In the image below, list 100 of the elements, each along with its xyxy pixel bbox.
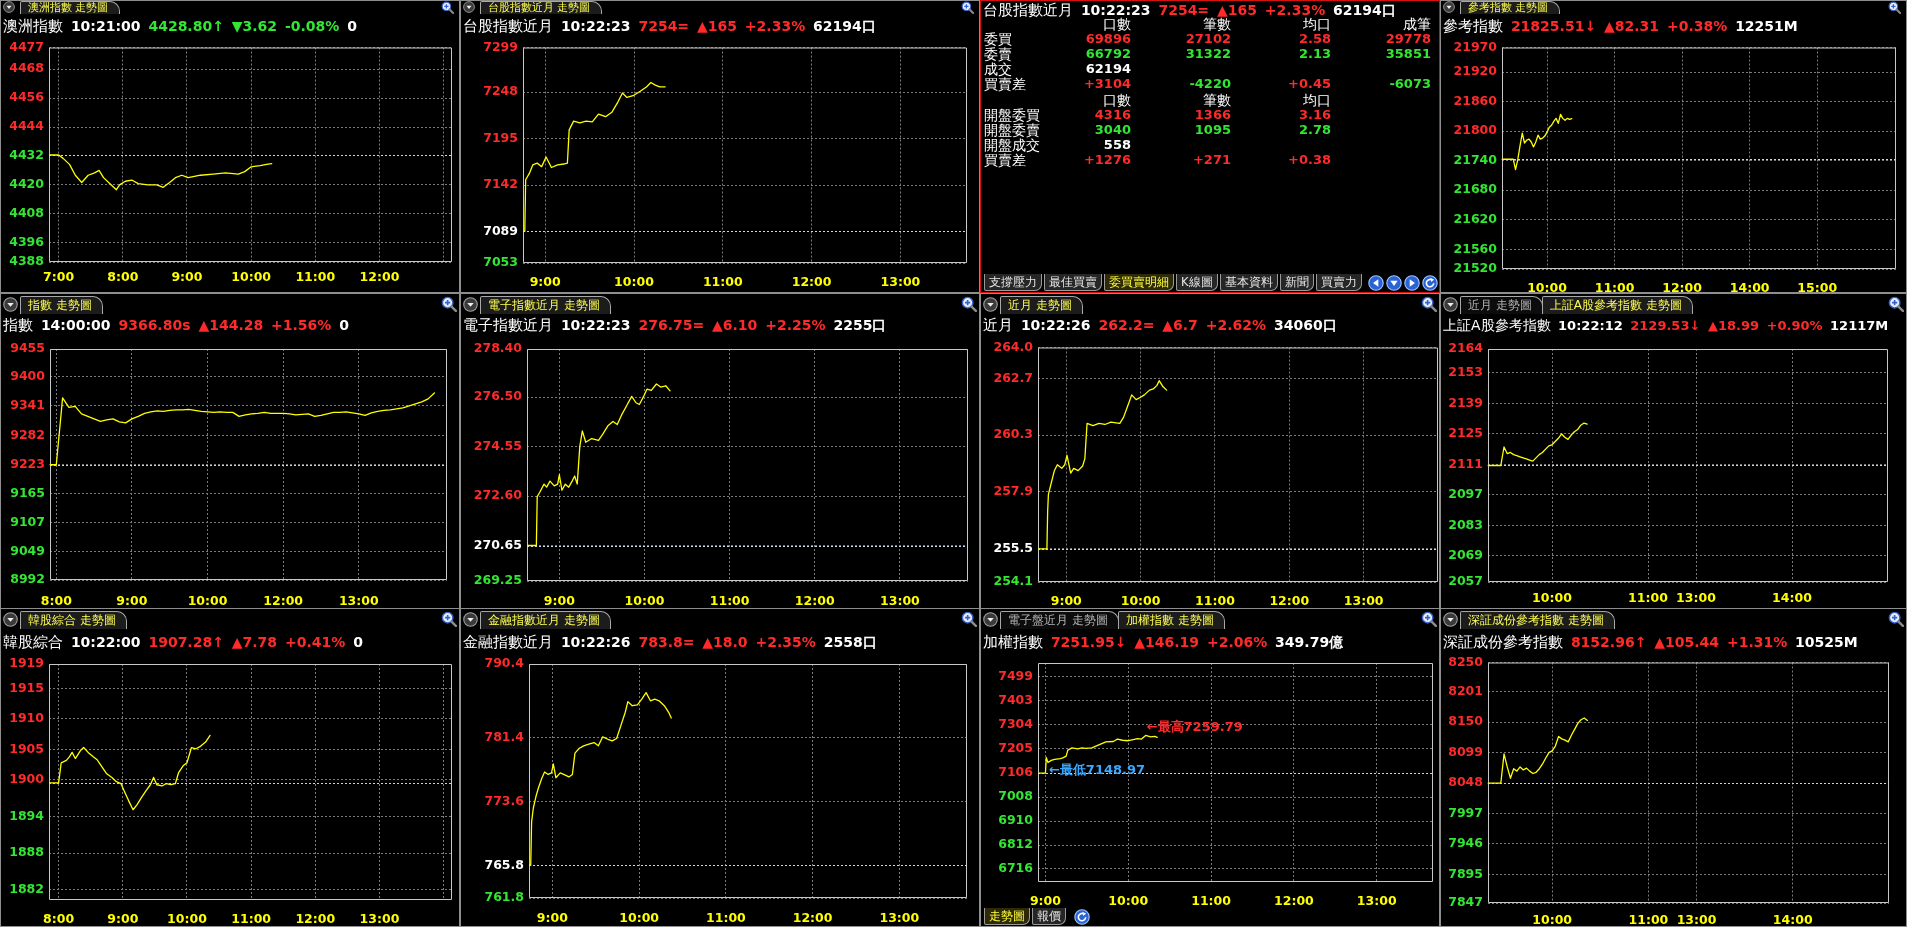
y-tick-label: 1900: [9, 771, 45, 787]
x-tick-label: 9:00: [1029, 892, 1062, 908]
y-tick-label: 790.4: [484, 655, 525, 671]
text: 電子盤近月 走勢圖: [1000, 611, 1119, 629]
chart-subtitle: 金融指數近月 10:22:26 783.8= ▲18.0 +2.35% 2558口: [463, 633, 877, 651]
x-tick-label: 12:00: [295, 910, 336, 926]
chart-title: 加權指數 走勢圖: [1117, 611, 1225, 629]
y-tick-label: 8150: [1448, 713, 1484, 729]
chart-subtitle: 近月 10:22:26 262.2= ▲6.7 +2.62% 34060口: [983, 316, 1337, 334]
chart-title: 深証成份參考指數 走勢圖: [1460, 611, 1615, 629]
x-tick-label: 9:00: [1050, 592, 1083, 608]
chart-title: 近月 走勢圖: [1000, 296, 1083, 314]
y-tick-label: 8201: [1448, 682, 1483, 698]
y-tick-label: 7089: [483, 222, 518, 238]
y-tick-label: 2139: [1448, 394, 1483, 410]
y-tick-label: 1915: [9, 679, 44, 695]
y-tick-label: 8099: [1448, 743, 1483, 759]
x-tick-label: 11:00: [295, 268, 336, 284]
x-tick-label: 13:00: [879, 592, 921, 608]
x-tick-label: 13:00: [1356, 892, 1397, 908]
text: 基本資料: [1219, 274, 1278, 291]
x-tick-label: 12:00: [359, 268, 400, 284]
x-tick-label: 11:00: [702, 273, 743, 289]
chart-subtitle: 上証A股參考指數 10:22:12 2129.53↓ ▲18.99 +0.90% 12117M: [1443, 317, 1889, 333]
y-tick-label: 7053: [483, 254, 518, 270]
y-tick-label: 6716: [998, 860, 1034, 876]
text: 近月 走勢圖: [1460, 296, 1543, 314]
y-tick-label: 4388: [9, 253, 44, 269]
text: 新聞: [1279, 274, 1314, 291]
y-tick-label: 270.65: [473, 536, 522, 552]
x-tick-label: 9:00: [116, 592, 148, 608]
x-tick-label: 11:00: [709, 592, 750, 608]
x-tick-label: 10:00: [167, 910, 208, 926]
chart-title: 金融指數近月 走勢圖: [480, 611, 611, 629]
y-tick-label: 21920: [1453, 63, 1498, 79]
y-tick-label: 9165: [10, 484, 45, 500]
chart-title: 指數 走勢圖: [20, 296, 103, 314]
y-tick-label: 272.60: [473, 487, 523, 503]
x-tick-label: 12:00: [1662, 279, 1703, 295]
x-tick-label: 15:00: [1797, 279, 1838, 295]
y-tick-label: 9049: [10, 542, 45, 558]
y-tick-label: 2057: [1448, 573, 1483, 589]
x-tick-label: 12:00: [792, 909, 833, 925]
y-tick-label: 2069: [1448, 547, 1483, 563]
text: 最佳買賣: [1044, 274, 1102, 291]
y-tick-label: 255.5: [993, 540, 1033, 556]
y-tick-label: 9107: [10, 513, 45, 529]
x-tick-label: 11:00: [1594, 279, 1635, 295]
y-tick-label: 781.4: [484, 728, 525, 744]
x-tick-label: 8:00: [43, 910, 75, 926]
y-tick-label: 7106: [998, 764, 1034, 780]
y-tick-label: 278.40: [473, 340, 523, 356]
x-tick-label: 12:00: [1273, 892, 1315, 908]
y-tick-label: 269.25: [473, 572, 522, 588]
x-tick-label: 12:00: [794, 592, 835, 608]
y-tick-label: 21800: [1453, 122, 1498, 138]
x-tick-label: 11:00: [1628, 589, 1669, 605]
chart-subtitle: 電子指數近月 10:22:23 276.75= ▲6.10 +2.25% 2255口: [463, 316, 887, 334]
y-tick-label: 21520: [1453, 260, 1498, 276]
chart-title: 韓股綜合 走勢圖: [20, 611, 127, 629]
y-tick-label: 4468: [9, 60, 44, 76]
x-tick-label: 13:00: [880, 273, 921, 289]
chart-subtitle: 參考指數 21825.51↓ ▲82.31 +0.38% 12251M: [1443, 17, 1798, 35]
x-tick-label: 11:00: [231, 910, 272, 926]
y-tick-label: 274.55: [473, 437, 522, 453]
y-tick-label: 1894: [9, 807, 45, 823]
chart-title: 台股指數近月 走勢圖: [480, 1, 602, 14]
y-tick-label: 2083: [1448, 516, 1483, 532]
y-tick-label: 21560: [1453, 240, 1498, 256]
x-tick-label: 13:00: [338, 592, 379, 608]
y-tick-label: 4396: [9, 233, 45, 249]
text: 口數 筆數 均口 成筆: [1103, 16, 1431, 32]
y-tick-label: 8048: [1448, 774, 1483, 790]
text: 口數 筆數 均口: [1103, 91, 1331, 108]
x-tick-label: 14:00: [1729, 279, 1770, 295]
y-tick-label: 9223: [10, 456, 45, 471]
text: K線圖: [1176, 274, 1218, 291]
y-tick-label: 21740: [1453, 151, 1498, 167]
y-tick-label: 7997: [1448, 804, 1483, 820]
x-tick-label: 12:00: [1269, 592, 1310, 608]
y-tick-label: 7403: [998, 691, 1033, 707]
y-tick-label: 7205: [998, 740, 1033, 756]
y-tick-label: 765.8: [484, 856, 524, 872]
y-tick-label: 21970: [1453, 38, 1498, 54]
text: 開盤委買 4316 1366 3.16: [984, 106, 1331, 123]
x-tick-label: 10:00: [1532, 911, 1573, 927]
y-tick-label: 1905: [9, 740, 44, 756]
y-tick-label: 761.8: [484, 889, 524, 905]
y-tick-label: 2164: [1448, 340, 1484, 356]
y-tick-label: 1888: [9, 844, 44, 860]
x-tick-label: 10:00: [1120, 592, 1161, 608]
y-tick-label: 7248: [483, 83, 518, 99]
y-tick-label: 8992: [10, 571, 45, 587]
y-tick-label: 773.6: [484, 792, 525, 808]
y-tick-label: 2111: [1448, 455, 1483, 471]
chart-subtitle: 韓股綜合 10:22:00 1907.28↑ ▲7.78 +0.41% 0: [3, 633, 363, 651]
chart-subtitle: 指數 14:00:00 9366.80s ▲144.28 +1.56% 0: [3, 316, 349, 334]
annotation: ←最低7148.97: [1048, 762, 1146, 778]
x-tick-label: 8:00: [40, 592, 73, 608]
x-tick-label: 14:00: [1772, 589, 1813, 605]
